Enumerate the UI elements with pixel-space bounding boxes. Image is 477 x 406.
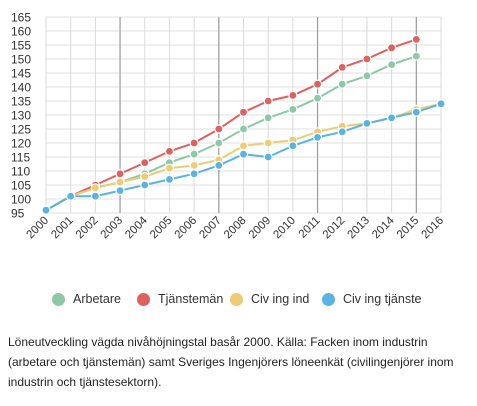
data-point xyxy=(411,51,421,61)
x-tick-label: 2009 xyxy=(247,215,274,242)
data-point xyxy=(263,113,273,123)
x-tick-label: 2005 xyxy=(148,215,175,242)
data-point xyxy=(263,152,273,162)
data-point xyxy=(337,79,347,89)
data-point xyxy=(288,90,298,101)
legend-swatch xyxy=(230,292,243,306)
data-point xyxy=(387,113,397,123)
data-point xyxy=(238,124,249,134)
data-point xyxy=(115,186,125,196)
x-tick-label: 2000 xyxy=(25,215,52,242)
x-tick-label: 2004 xyxy=(123,214,150,241)
data-point xyxy=(189,149,199,159)
data-point xyxy=(288,104,298,115)
data-point xyxy=(238,149,249,159)
y-tick-label: 165 xyxy=(11,11,31,25)
legend-swatch xyxy=(52,292,65,306)
series-line xyxy=(45,38,417,212)
data-point xyxy=(140,172,150,182)
y-tick-label: 145 xyxy=(11,67,31,81)
data-point xyxy=(66,191,76,201)
data-point xyxy=(362,71,372,81)
x-tick-label: 2015 xyxy=(395,215,422,242)
data-point xyxy=(411,107,421,117)
data-point xyxy=(362,118,372,129)
data-point xyxy=(41,205,51,215)
data-point xyxy=(115,177,125,187)
x-tick-label: 2007 xyxy=(197,215,224,242)
x-axis-ticks: 2000200120022003200420052006200720082009… xyxy=(25,214,447,241)
y-tick-label: 95 xyxy=(11,207,25,221)
y-tick-label: 155 xyxy=(11,39,31,53)
data-point xyxy=(189,169,199,179)
y-tick-label: 110 xyxy=(11,165,30,179)
legend-swatch xyxy=(322,292,335,306)
data-point xyxy=(238,141,249,151)
data-point xyxy=(90,183,100,193)
data-point xyxy=(164,146,175,156)
legend-item-tjanstemen[interactable]: Tjänstemän xyxy=(137,289,223,309)
x-tick-label: 2014 xyxy=(370,214,397,241)
legend-item-civ-ing-tjanste[interactable]: Civ ing tjänste xyxy=(322,289,422,309)
data-point xyxy=(362,54,372,64)
data-point xyxy=(387,43,397,53)
data-point xyxy=(214,124,224,134)
legend-item-civ-ing-ind[interactable]: Civ ing ind xyxy=(230,289,309,309)
x-tick-label: 2008 xyxy=(222,215,249,242)
data-point xyxy=(238,107,249,117)
y-tick-label: 135 xyxy=(11,95,31,109)
data-point xyxy=(436,99,446,109)
chart-caption: Löneutveckling vägda nivåhöjningstal bas… xyxy=(8,335,454,389)
legend-swatch xyxy=(137,292,150,306)
x-tick-label: 2001 xyxy=(49,215,76,242)
x-tick-label: 2006 xyxy=(173,215,200,242)
data-point xyxy=(337,127,347,137)
data-point xyxy=(337,62,347,73)
y-tick-label: 140 xyxy=(11,81,31,95)
y-tick-label: 115 xyxy=(11,151,30,165)
data-point xyxy=(263,138,273,148)
x-tick-label: 2012 xyxy=(321,215,348,242)
line-chart: 9510010511011512012513013514014515015516… xyxy=(11,11,447,242)
data-point xyxy=(387,59,397,70)
y-tick-label: 125 xyxy=(11,123,31,137)
y-tick-label: 150 xyxy=(11,53,31,67)
y-tick-label: 130 xyxy=(11,109,31,123)
y-tick-label: 160 xyxy=(11,25,31,39)
data-point xyxy=(263,96,273,106)
legend-label: Civ ing ind xyxy=(251,292,310,306)
x-tick-label: 2003 xyxy=(99,215,126,242)
y-tick-label: 120 xyxy=(11,137,31,151)
x-tick-label: 2016 xyxy=(420,215,447,242)
data-point xyxy=(115,169,125,179)
x-tick-label: 2013 xyxy=(345,215,372,242)
data-point xyxy=(90,191,100,201)
x-tick-label: 2002 xyxy=(74,215,101,242)
legend-label: Civ ing tjänste xyxy=(343,292,422,306)
data-point xyxy=(288,141,298,151)
data-point xyxy=(411,34,421,45)
data-point xyxy=(140,158,150,168)
legend-label: Tjänstemän xyxy=(158,292,224,306)
data-point xyxy=(214,160,224,170)
data-point xyxy=(164,163,175,173)
data-point xyxy=(312,93,323,103)
data-point xyxy=(140,180,150,190)
data-point xyxy=(312,132,323,142)
legend: Arbetare Tjänstemän Civ ing ind Civ ing … xyxy=(0,289,477,309)
x-tick-label: 2011 xyxy=(297,215,323,241)
x-tick-label: 2010 xyxy=(271,215,298,242)
data-point xyxy=(189,138,199,148)
y-tick-label: 100 xyxy=(11,193,31,207)
legend-label: Arbetare xyxy=(73,292,121,306)
data-point xyxy=(312,79,323,89)
data-point xyxy=(164,174,175,184)
series-points xyxy=(41,34,446,215)
data-point xyxy=(214,138,224,148)
y-tick-label: 105 xyxy=(11,179,31,193)
data-point xyxy=(189,160,199,170)
y-axis-ticks: 9510010511011512012513013514014515015516… xyxy=(11,11,31,221)
legend-item-arbetare[interactable]: Arbetare xyxy=(52,289,121,309)
